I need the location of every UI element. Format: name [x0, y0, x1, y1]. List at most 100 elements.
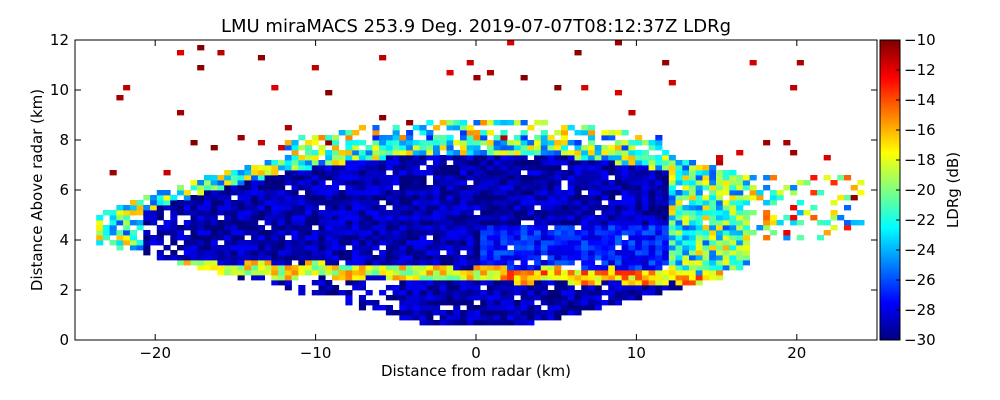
heatmap-cell — [567, 235, 575, 241]
heatmap-cell — [830, 215, 838, 221]
heatmap-cell — [352, 285, 360, 291]
heatmap-cell — [749, 230, 757, 236]
heatmap-cell — [385, 220, 393, 226]
heatmap-cell — [527, 150, 535, 156]
heatmap-cell — [561, 305, 569, 311]
heatmap-cell — [257, 180, 265, 186]
heatmap-cell — [722, 260, 730, 266]
heatmap-cell — [412, 245, 420, 251]
heatmap-cell — [668, 210, 676, 216]
heatmap-cell — [446, 225, 454, 231]
heatmap-cell — [567, 285, 575, 291]
heatmap-cell — [453, 200, 461, 206]
heatmap-cell — [527, 245, 535, 251]
heatmap-cell — [554, 270, 562, 276]
heatmap-cell — [621, 295, 629, 301]
heatmap-cell — [500, 250, 508, 256]
heatmap-cell — [305, 165, 313, 171]
heatmap-cell — [662, 185, 670, 191]
heatmap-cell — [406, 210, 414, 216]
heatmap-cell — [641, 205, 649, 211]
heatmap-cell — [217, 225, 225, 231]
heatmap-cell — [230, 175, 238, 181]
heatmap-cell — [338, 215, 346, 221]
heatmap-cell — [540, 170, 548, 176]
heatmap-cell — [170, 195, 178, 201]
heatmap-cell — [365, 170, 373, 176]
heatmap-cell — [486, 310, 494, 316]
heatmap-cell — [742, 230, 750, 236]
heatmap-cell — [358, 250, 366, 256]
heatmap-cell — [385, 155, 393, 161]
heatmap-cell — [446, 255, 454, 261]
heatmap-cell — [170, 210, 178, 216]
heatmap-cell — [709, 240, 717, 246]
heatmap-cell — [628, 235, 636, 241]
heatmap-cell — [311, 65, 319, 71]
heatmap-cell — [419, 240, 427, 246]
heatmap-cell — [224, 205, 232, 211]
heatmap-cell — [608, 210, 616, 216]
heatmap-cell — [284, 200, 292, 206]
heatmap-cell — [406, 170, 414, 176]
heatmap-cell — [237, 265, 245, 271]
heatmap-cell — [439, 200, 447, 206]
heatmap-cell — [433, 285, 441, 291]
heatmap-cell — [641, 200, 649, 206]
heatmap-cell — [689, 235, 697, 241]
heatmap-cell — [332, 160, 340, 166]
heatmap-cell — [129, 230, 137, 236]
heatmap-cell — [385, 135, 393, 141]
heatmap-cell — [210, 250, 218, 256]
heatmap-cell — [513, 320, 521, 326]
heatmap-cell — [406, 175, 414, 181]
heatmap-cell — [466, 165, 474, 171]
heatmap-cell — [635, 180, 643, 186]
heatmap-cell — [318, 230, 326, 236]
heatmap-cell — [318, 180, 326, 186]
x-tick-label: 20 — [787, 344, 806, 362]
heatmap-cell — [628, 225, 636, 231]
heatmap-cell — [177, 235, 185, 241]
heatmap-cell — [365, 145, 373, 151]
heatmap-cell — [480, 295, 488, 301]
heatmap-cell — [210, 175, 218, 181]
heatmap-cell — [372, 185, 380, 191]
heatmap-cell — [513, 175, 521, 181]
heatmap-cell — [439, 155, 447, 161]
heatmap-cell — [183, 255, 191, 261]
heatmap-cell — [399, 300, 407, 306]
heatmap-cell — [412, 260, 420, 266]
heatmap-cell — [251, 240, 259, 246]
heatmap-cell — [439, 245, 447, 251]
heatmap-cell — [345, 255, 353, 261]
heatmap-cell — [655, 230, 663, 236]
heatmap-cell — [406, 245, 414, 251]
heatmap-cell — [251, 255, 259, 261]
heatmap-cell — [399, 195, 407, 201]
heatmap-cell — [830, 200, 838, 206]
heatmap-cell — [197, 45, 205, 51]
heatmap-cell — [237, 190, 245, 196]
heatmap-cell — [358, 305, 366, 311]
heatmap-cell — [379, 205, 387, 211]
heatmap-cell — [675, 215, 683, 221]
heatmap-cell — [662, 285, 670, 291]
heatmap-cell — [392, 290, 400, 296]
heatmap-cell — [493, 210, 501, 216]
heatmap-cell — [500, 170, 508, 176]
heatmap-cell — [655, 195, 663, 201]
heatmap-cell — [426, 270, 434, 276]
heatmap-cell — [352, 240, 360, 246]
heatmap-cell — [561, 150, 569, 156]
heatmap-cell — [433, 310, 441, 316]
heatmap-cell — [379, 290, 387, 296]
heatmap-cell — [635, 240, 643, 246]
heatmap-cell — [601, 265, 609, 271]
heatmap-cell — [332, 260, 340, 266]
heatmap-cell — [426, 240, 434, 246]
heatmap-cell — [561, 205, 569, 211]
heatmap-cell — [675, 240, 683, 246]
heatmap-cell — [318, 285, 326, 291]
heatmap-cell — [271, 250, 279, 256]
